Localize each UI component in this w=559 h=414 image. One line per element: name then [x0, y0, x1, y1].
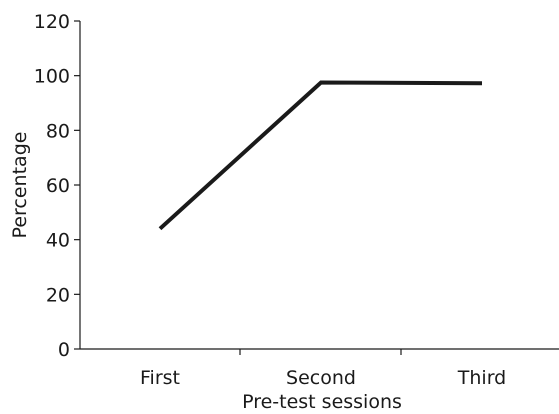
y-tick-label: 0 — [58, 339, 70, 361]
series-line — [158, 80, 483, 231]
plot-area — [158, 80, 483, 231]
x-tick-label: First — [140, 367, 180, 389]
y-axis: 0 20 40 60 80 100 120 — [34, 11, 81, 361]
y-axis-title: Percentage — [9, 132, 31, 239]
y-tick-label: 100 — [34, 66, 70, 88]
y-tick-label: 20 — [46, 284, 70, 306]
x-axis: First Second Third — [80, 348, 559, 389]
y-tick-label: 40 — [46, 230, 70, 252]
x-axis-title: Pre-test sessions — [242, 391, 402, 413]
x-tick-label: Third — [457, 367, 506, 389]
y-tick-label: 120 — [34, 11, 70, 33]
y-tick-label: 80 — [46, 120, 70, 142]
x-tick-label: Second — [286, 367, 356, 389]
y-tick-label: 60 — [46, 175, 70, 197]
